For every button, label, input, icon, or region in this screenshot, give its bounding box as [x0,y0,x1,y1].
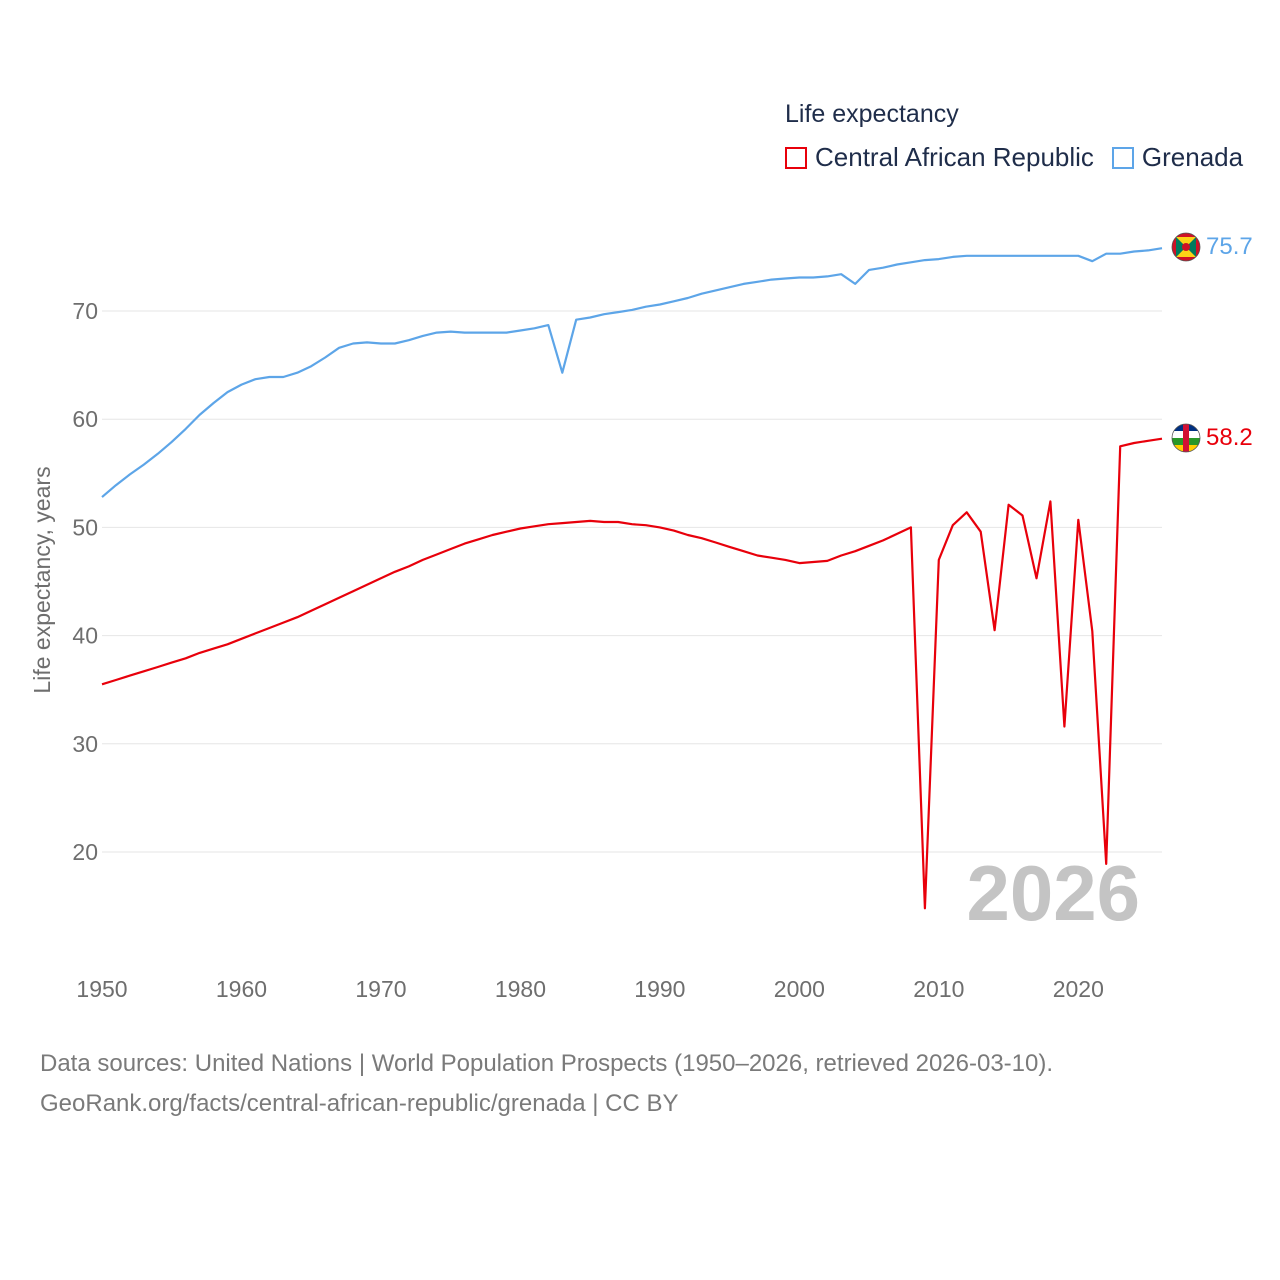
y-tick-label: 40 [72,623,98,649]
car-flag-icon [1171,423,1201,453]
x-tick-label: 1990 [634,976,685,1002]
x-tick-label: 2010 [913,976,964,1002]
grenada-end-value: 75.7 [1206,233,1253,260]
legend-title: Life expectancy [785,100,959,128]
legend-swatch-car [785,146,807,169]
x-axis-ticks: 1950 1960 1970 1980 1990 2000 2010 2020 [76,976,1103,1002]
series-lines [101,247,1163,910]
y-tick-label: 50 [72,514,98,540]
grenada-flag-icon [1171,232,1201,262]
grid-lines [102,310,1162,853]
legend: Central African Republic Grenada [785,142,1261,173]
x-tick-label: 1970 [355,976,406,1002]
year-watermark: 2026 [966,849,1140,937]
x-tick-label: 1950 [76,976,127,1002]
y-axis-ticks: 20 30 40 50 60 70 [72,298,98,865]
end-markers [1171,232,1201,453]
legend-label-car: Central African Republic [815,142,1094,172]
y-axis-title: Life expectancy, years [29,466,55,693]
y-tick-label: 60 [72,406,98,432]
x-tick-label: 2000 [774,976,825,1002]
legend-swatch-grenada [1111,146,1134,169]
footer: Data sources: United Nations | World Pop… [40,1044,1053,1124]
legend-item-grenada[interactable]: Grenada [1111,142,1244,173]
footer-sources: Data sources: United Nations | World Pop… [40,1050,1054,1077]
x-tick-label: 1980 [495,976,546,1002]
x-tick-label: 1960 [216,976,267,1002]
y-tick-label: 70 [72,298,98,324]
series-line-central-african-republic [101,437,1163,910]
legend-item-car[interactable]: Central African Republic [785,142,1094,173]
x-tick-label: 2020 [1053,976,1104,1002]
car-end-value: 58.2 [1206,424,1253,451]
y-tick-label: 20 [72,839,98,865]
footer-link[interactable]: GeoRank.org/facts/central-african-republ… [40,1090,679,1117]
legend-label-grenada: Grenada [1141,142,1244,172]
y-tick-label: 30 [72,731,98,757]
series-line-grenada [101,247,1163,498]
